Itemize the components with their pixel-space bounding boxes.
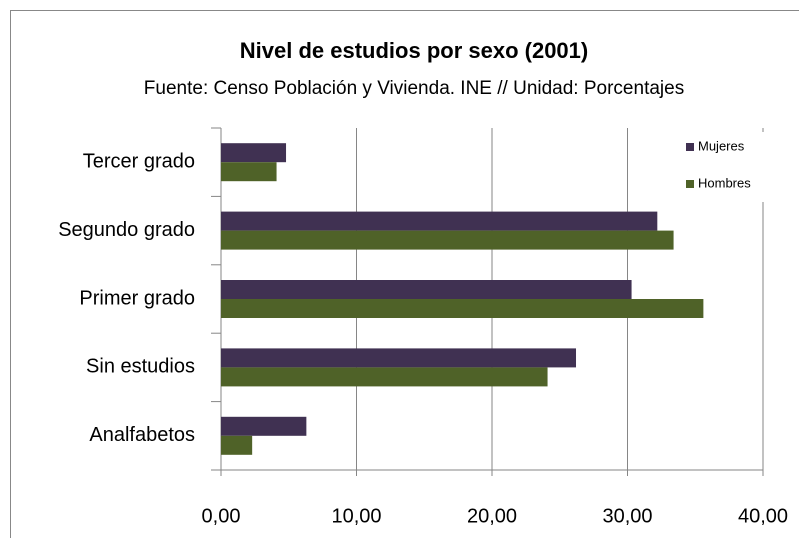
chart-subtitle: Fuente: Censo Población y Vivienda. INE … (144, 78, 684, 99)
x-tick-label: 40,00 (738, 505, 788, 527)
bar (221, 435, 253, 455)
bar (221, 299, 704, 318)
bar (221, 143, 287, 163)
x-tick-label: 0,00 (202, 505, 241, 527)
x-tick-label: 20,00 (467, 505, 517, 527)
x-tick-label: 10,00 (331, 505, 381, 527)
chart-title: Nivel de estudios por sexo (2001) (240, 38, 588, 63)
y-tick-label: Segundo grado (58, 219, 195, 241)
bar (221, 416, 307, 436)
y-tick-label: Primer grado (79, 287, 195, 309)
bar (221, 348, 577, 368)
y-tick-label: Sin estudios (86, 356, 195, 378)
bar (221, 162, 277, 182)
bar (221, 280, 632, 299)
y-tick-label: Analfabetos (89, 424, 195, 446)
chart-frame (10, 10, 799, 538)
legend-label: Hombres (698, 175, 751, 190)
bar (221, 211, 658, 231)
y-tick-label: Tercer grado (83, 150, 195, 172)
x-tick-label: 30,00 (602, 505, 652, 527)
legend-swatch (686, 143, 694, 151)
bar (221, 367, 548, 387)
legend-box (680, 132, 780, 202)
legend-label: Mujeres (698, 138, 745, 153)
bar (221, 230, 674, 250)
legend-swatch (686, 180, 694, 188)
